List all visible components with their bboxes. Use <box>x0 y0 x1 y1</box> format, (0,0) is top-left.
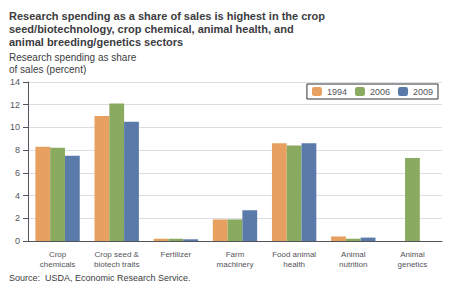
svg-text:Research spending as a share o: Research spending as a share of sales is… <box>9 10 325 22</box>
svg-text:biotech traits: biotech traits <box>94 260 139 269</box>
svg-text:12: 12 <box>10 100 20 110</box>
svg-text:14: 14 <box>10 77 20 87</box>
svg-text:genetics: genetics <box>398 260 428 269</box>
svg-text:10: 10 <box>10 122 20 132</box>
svg-text:health: health <box>283 260 305 269</box>
svg-text:2: 2 <box>15 213 20 223</box>
svg-text:Fertilizer: Fertilizer <box>161 250 192 259</box>
svg-text:chemicals: chemicals <box>40 260 76 269</box>
svg-text:nutrition: nutrition <box>339 260 367 269</box>
svg-text:Animal: Animal <box>341 250 366 259</box>
svg-text:machinery: machinery <box>217 260 254 269</box>
svg-text:animal breeding/genetics secto: animal breeding/genetics sectors <box>9 36 183 48</box>
svg-text:2006: 2006 <box>370 87 390 97</box>
svg-text:Source: USDA, Economic Resear: Source: USDA, Economic Research Service. <box>9 273 191 283</box>
svg-text:Crop seed &: Crop seed & <box>94 250 139 259</box>
svg-text:seed/biotechnology, crop chemi: seed/biotechnology, crop chemical, anima… <box>9 23 294 35</box>
svg-text:1994: 1994 <box>327 87 347 97</box>
svg-text:Research spending as share: Research spending as share <box>9 52 137 63</box>
svg-text:Crop: Crop <box>49 250 67 259</box>
svg-text:of sales (percent): of sales (percent) <box>9 64 86 75</box>
svg-text:6: 6 <box>15 168 20 178</box>
svg-text:8: 8 <box>15 145 20 155</box>
svg-text:Farm: Farm <box>226 250 245 259</box>
svg-text:2009: 2009 <box>413 87 433 97</box>
svg-text:Animal: Animal <box>400 250 425 259</box>
svg-text:4: 4 <box>15 191 20 201</box>
svg-text:Food animal: Food animal <box>272 250 316 259</box>
svg-text:0: 0 <box>15 236 20 246</box>
